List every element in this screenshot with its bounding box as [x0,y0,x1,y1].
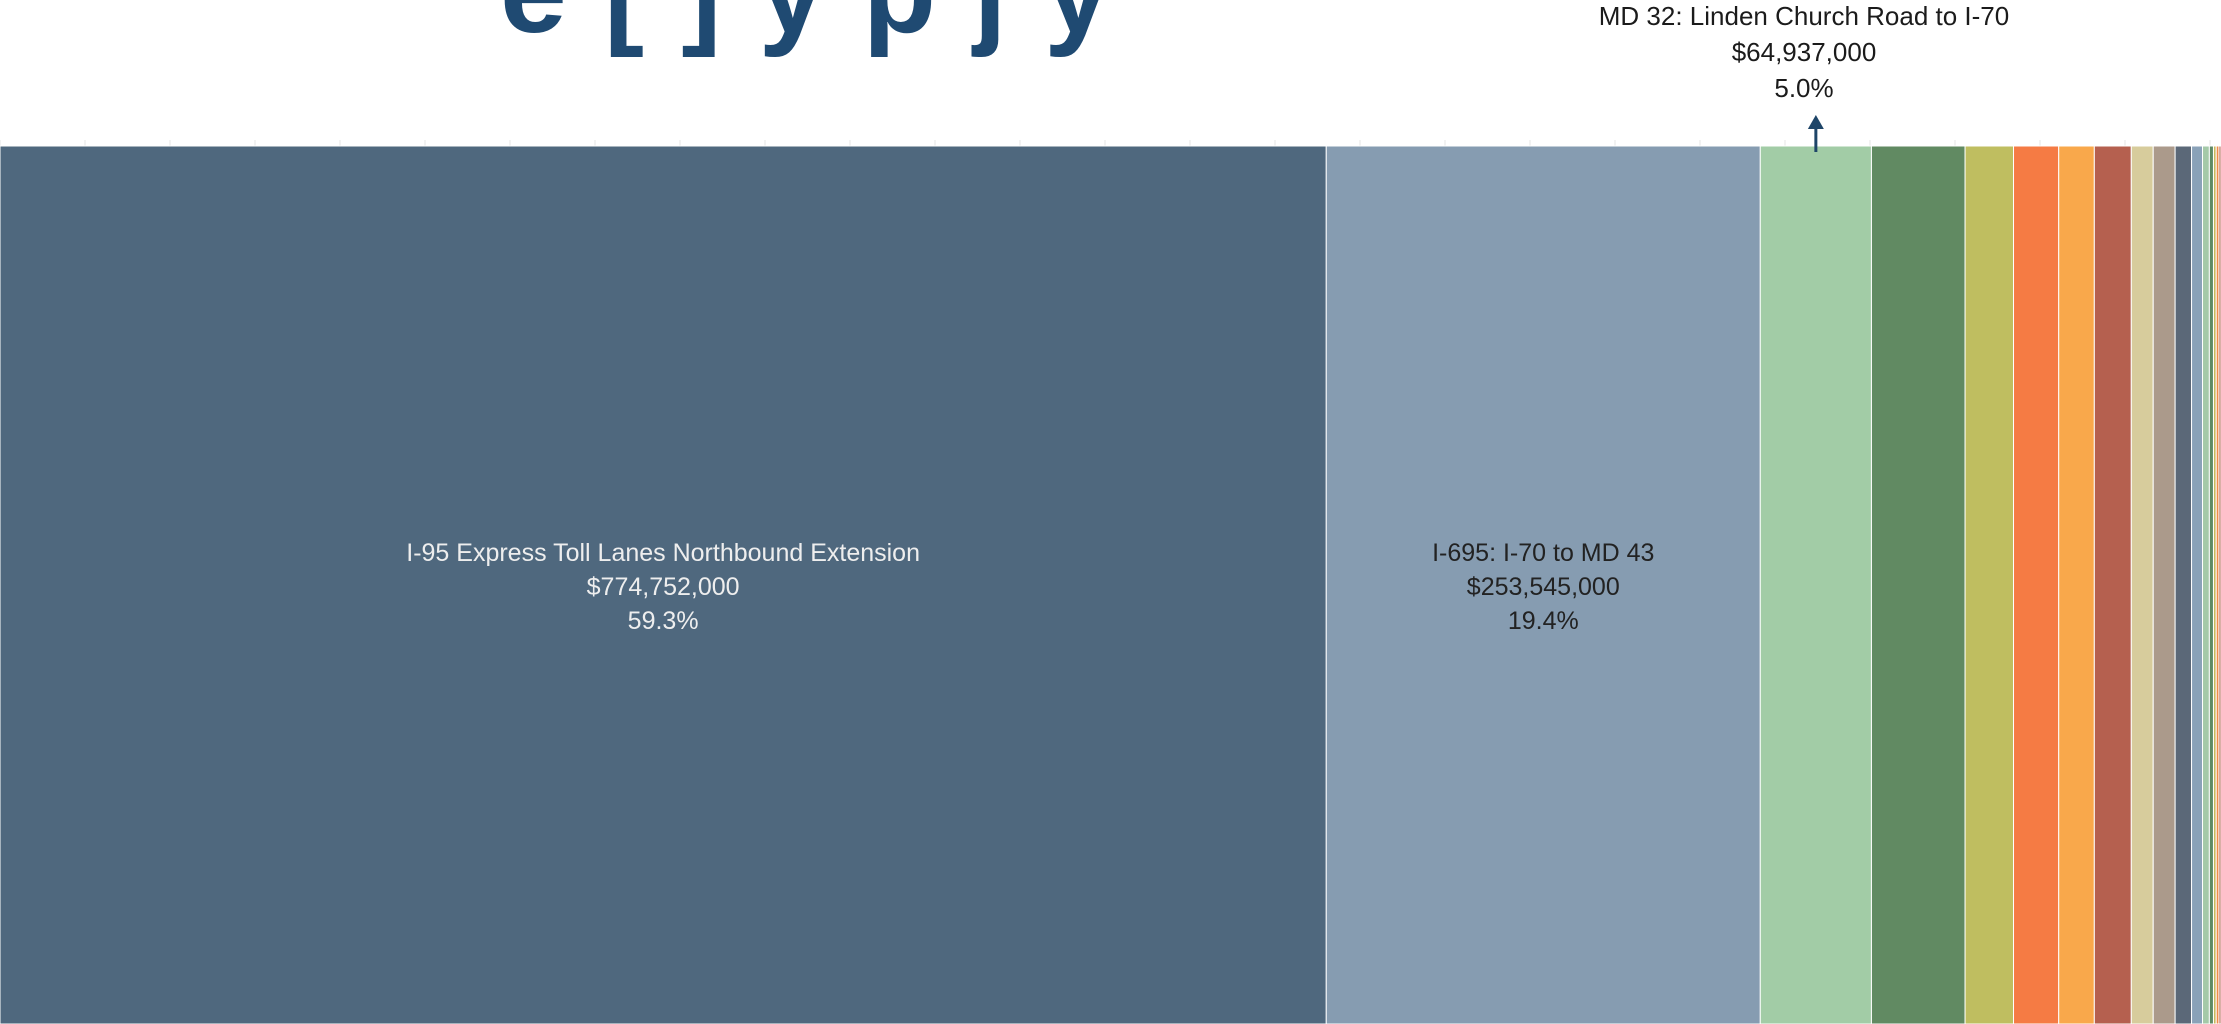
callout-arrow-icon [1807,115,1824,152]
treemap-segment [2202,145,2210,1024]
treemap-segment [1325,145,1761,1024]
treemap-segments [0,145,2221,1024]
callout-percent: 5.0% [1774,73,1834,103]
arrow-head-icon [1807,115,1824,129]
callout-amount: $64,937,000 [1731,37,1877,67]
segment-amount-label: $774,752,000 [587,573,740,601]
segment-percent-label: 19.4% [1508,607,1579,635]
treemap-segment [1759,145,1872,1024]
segment-percent-label: 59.3% [628,607,699,635]
treemap-segment [1964,145,2015,1024]
segment-amount-label: $253,545,000 [1467,573,1620,601]
treemap-segment [2208,145,2214,1024]
treemap-segment [2013,145,2060,1024]
treemap-segment [2152,145,2176,1024]
treemap-segment [2218,145,2221,1024]
tick-marks [0,140,2211,146]
callout-name: MD 32: Linden Church Road to I-70 [1598,1,2010,31]
treemap-segment [1870,145,1966,1024]
segment-name-label: I-695: I-70 to MD 43 [1432,539,1654,567]
treemap-segment [2058,145,2095,1024]
treemap-segment [2174,145,2193,1024]
treemap-segment [2130,145,2154,1024]
segment-labels: I-95 Express Toll Lanes Northbound Exten… [406,539,1654,635]
page-title-fragment: e [ ] y p j y [500,0,1113,60]
treemap-segment [0,145,1327,1024]
treemap-segment [2093,145,2132,1024]
segment-name-label: I-95 Express Toll Lanes Northbound Exten… [406,539,920,567]
callout-label: MD 32: Linden Church Road to I-70 $64,93… [1584,0,2024,106]
treemap-segment [2191,145,2204,1024]
